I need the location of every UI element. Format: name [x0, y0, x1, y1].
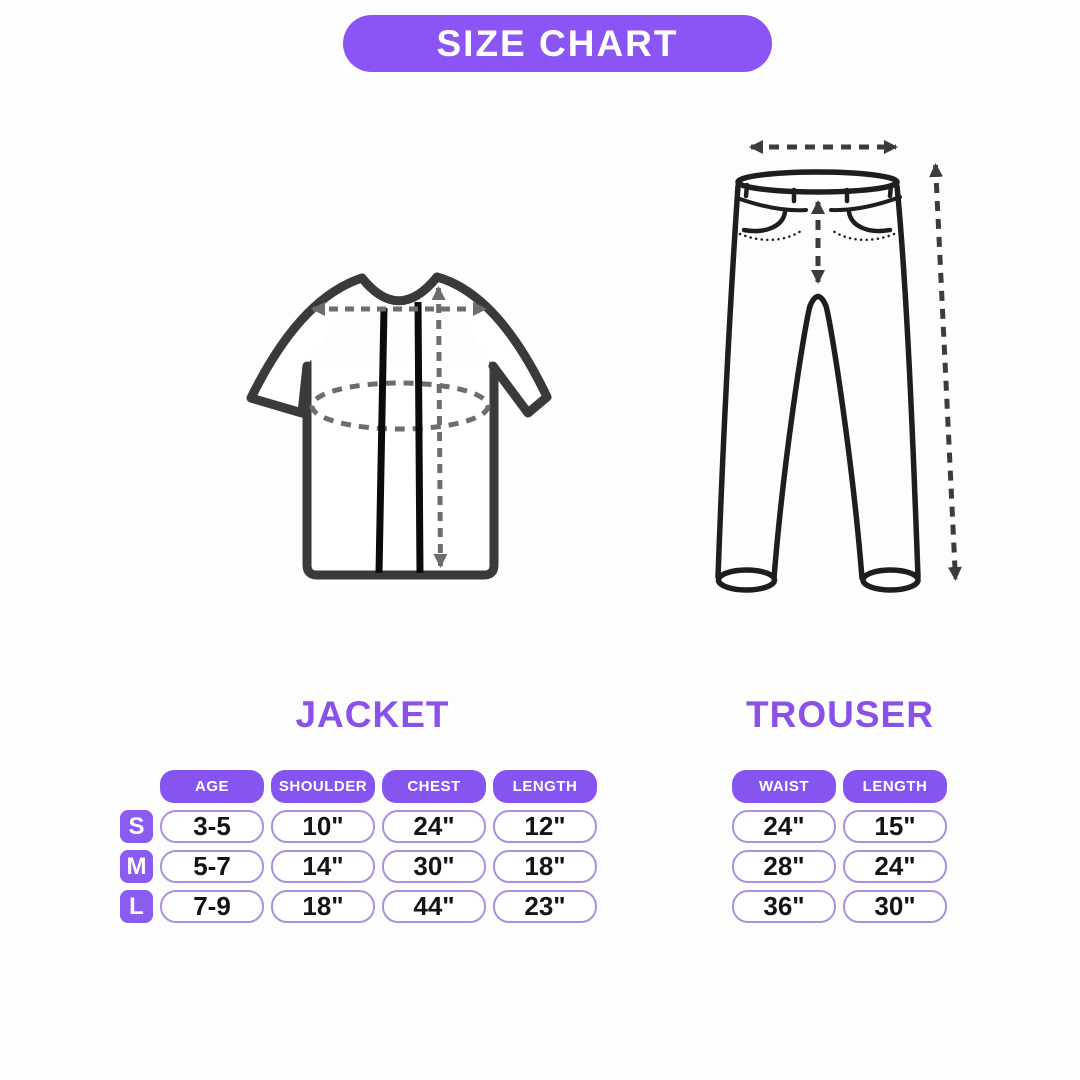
- trouser-col-header-waist: WAIST: [732, 770, 836, 803]
- trouser-cell-l-length: 30": [843, 890, 947, 923]
- jacket-cell-l-chest: 44": [382, 890, 486, 923]
- waistband-bottom-right: [829, 195, 902, 213]
- trouser-illustration: [715, 140, 962, 593]
- jacket-heading: JACKET: [295, 694, 450, 735]
- jacket-col-header-age: AGE: [160, 770, 264, 803]
- trouser-cell-m-length: 24": [843, 850, 947, 883]
- waistband-top: [735, 169, 900, 195]
- jacket-cell-l-age: 7-9: [160, 890, 264, 923]
- jacket-col-header-length: LENGTH: [493, 770, 597, 803]
- jacket-cell-s-age: 3-5: [160, 810, 264, 843]
- jacket-placket-left: [375, 307, 388, 574]
- jacket-cell-l-length: 23": [493, 890, 597, 923]
- jacket-placket-right: [414, 301, 424, 574]
- trouser-cell-l-waist: 36": [732, 890, 836, 923]
- trouser-cell-m-waist: 28": [732, 850, 836, 883]
- trouser-right-outer-seam: [894, 183, 921, 580]
- page-title-banner: SIZE CHART: [343, 15, 772, 72]
- jacket-col-header-chest: CHEST: [382, 770, 486, 803]
- trouser-left-outer-seam: [715, 183, 741, 580]
- page-title: SIZE CHART: [436, 22, 679, 64]
- jacket-size-table: AGE SHOULDER CHEST LENGTH S 3-5 10" 24" …: [120, 770, 597, 923]
- waistband-bottom-left: [738, 197, 808, 213]
- chest-measure-ellipse: [309, 380, 491, 432]
- jacket-cell-s-shoulder: 10": [271, 810, 375, 843]
- pocket-stitch-dots: [738, 227, 896, 242]
- size-badge-m: M: [120, 850, 153, 883]
- jacket-illustration: [246, 272, 552, 580]
- jacket-cell-l-shoulder: 18": [271, 890, 375, 923]
- jacket-cell-m-chest: 30": [382, 850, 486, 883]
- trouser-cell-s-length: 15": [843, 810, 947, 843]
- belt-loops: [743, 182, 894, 204]
- jacket-col-header-shoulder: SHOULDER: [271, 770, 375, 803]
- trouser-length-arrow: [929, 163, 962, 581]
- left-leg-opening: [715, 567, 778, 593]
- size-badge-s: S: [120, 810, 153, 843]
- trouser-heading: TROUSER: [746, 694, 934, 735]
- table-corner-spacer: [120, 770, 153, 803]
- jacket-length-arrow: [431, 286, 448, 568]
- trouser-cell-s-waist: 24": [732, 810, 836, 843]
- right-leg-opening: [860, 567, 921, 593]
- jacket-cell-s-length: 12": [493, 810, 597, 843]
- jacket-cell-m-shoulder: 14": [271, 850, 375, 883]
- jacket-cell-m-age: 5-7: [160, 850, 264, 883]
- jacket-body-outline: [302, 357, 499, 580]
- trouser-col-header-length: LENGTH: [843, 770, 947, 803]
- size-badge-l: L: [120, 890, 153, 923]
- jacket-collar: [357, 272, 442, 306]
- trouser-inner-seams: [771, 293, 865, 581]
- jacket-cell-s-chest: 24": [382, 810, 486, 843]
- trouser-size-table: WAIST LENGTH 24" 15" 28" 24" 36" 30": [732, 770, 947, 923]
- pocket-curves: [741, 209, 893, 234]
- jacket-cell-m-length: 18": [493, 850, 597, 883]
